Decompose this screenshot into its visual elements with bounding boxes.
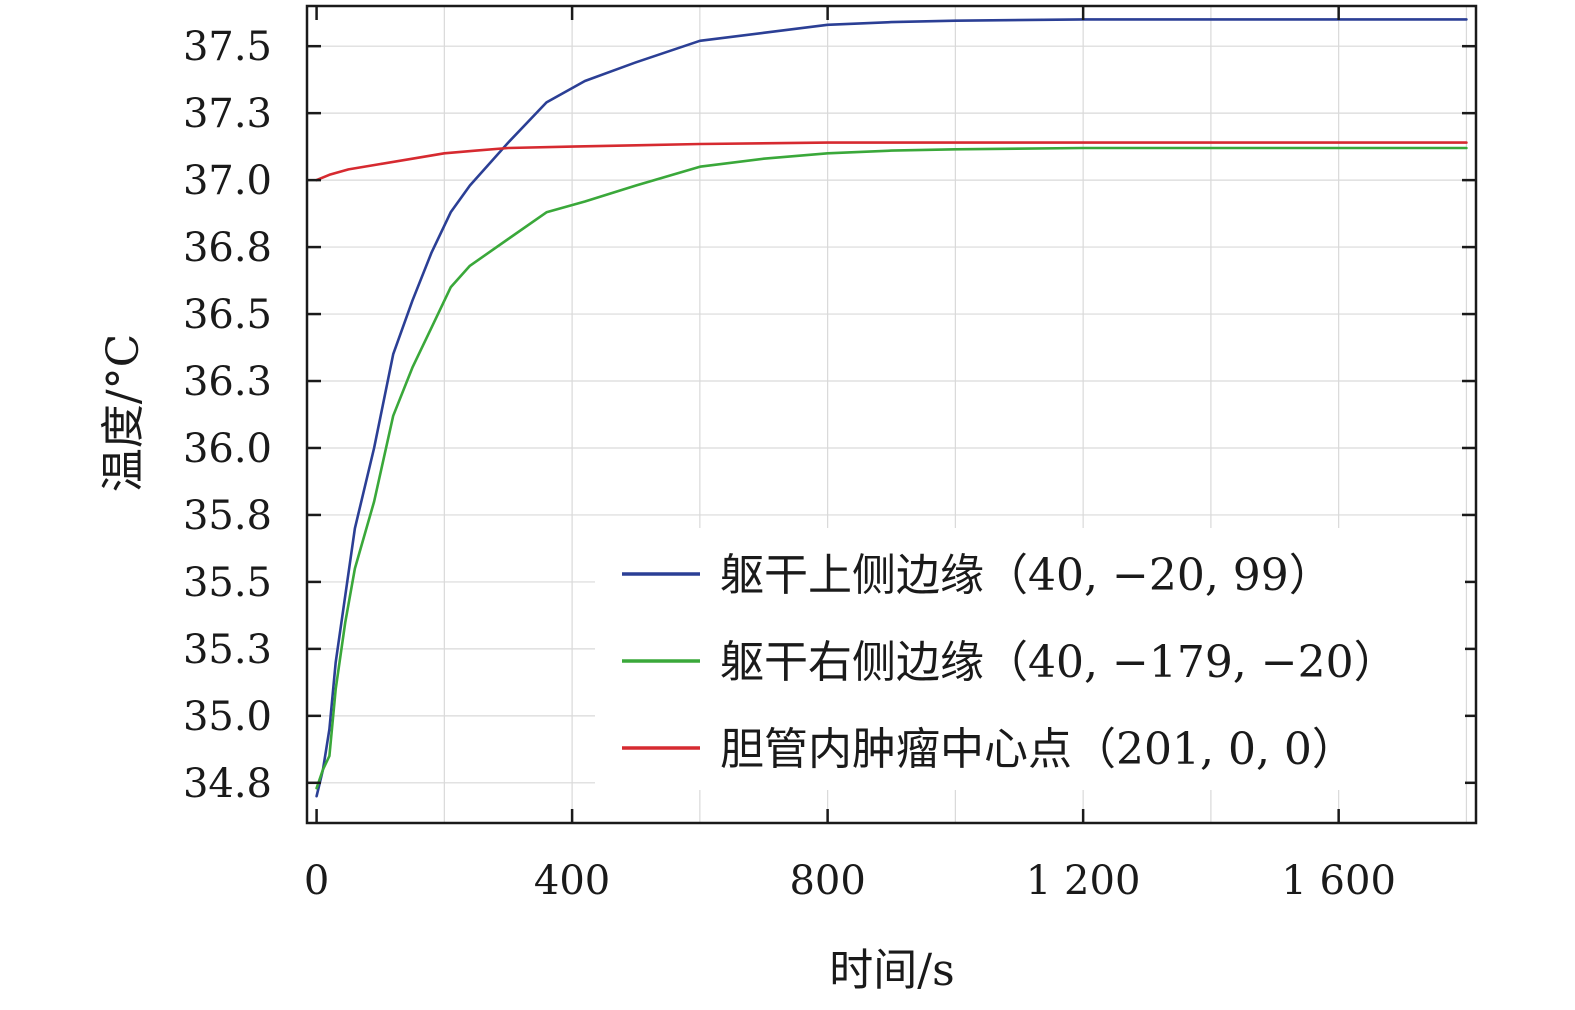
y-tick-label: 36.5 xyxy=(183,292,272,338)
y-tick-label: 37.3 xyxy=(183,91,272,137)
series-line-2 xyxy=(315,141,1468,182)
legend-label-2: 胆管内肿瘤中心点（201, 0, 0） xyxy=(720,724,1356,775)
x-tick-label: 400 xyxy=(534,858,610,904)
legend: 躯干上侧边缘（40, −20, 99） 躯干右侧边缘（40, −179, −20）… xyxy=(595,528,1465,790)
y-tick-label: 35.5 xyxy=(183,560,272,606)
y-tick-label: 37.0 xyxy=(183,158,272,204)
y-tick-label: 34.8 xyxy=(183,761,272,807)
y-tick-label: 37.5 xyxy=(183,24,272,70)
y-tick-label: 36.3 xyxy=(183,359,272,405)
x-tick-label: 1 600 xyxy=(1281,858,1396,904)
y-tick-label: 36.0 xyxy=(183,426,272,472)
y-axis-title: 温度/°C xyxy=(98,334,149,493)
legend-label-0: 躯干上侧边缘（40, −20, 99） xyxy=(720,550,1333,601)
legend-background xyxy=(595,528,1465,790)
y-axis-tick-labels: 34.8 35.0 35.3 35.5 35.8 36.0 36.3 36.5 36.8 37.0… xyxy=(183,24,272,807)
plot-frame xyxy=(305,4,1478,825)
series-line-0 xyxy=(315,18,1468,798)
series-lines xyxy=(315,18,1468,798)
x-axis-title: 时间/s xyxy=(829,945,954,996)
x-tick-label: 1 200 xyxy=(1026,858,1141,904)
legend-label-1: 躯干右侧边缘（40, −179, −20） xyxy=(720,637,1398,688)
y-tick-label: 35.3 xyxy=(183,627,272,673)
series-line-1 xyxy=(315,146,1468,790)
x-axis-tick-labels: 0 400 800 1 200 1 600 xyxy=(304,858,1396,904)
y-tick-label: 35.8 xyxy=(183,493,272,539)
x-tick-label: 800 xyxy=(789,858,865,904)
y-tick-label: 35.0 xyxy=(183,694,272,740)
x-tick-label: 0 xyxy=(304,858,329,904)
y-tick-label: 36.8 xyxy=(183,225,272,271)
